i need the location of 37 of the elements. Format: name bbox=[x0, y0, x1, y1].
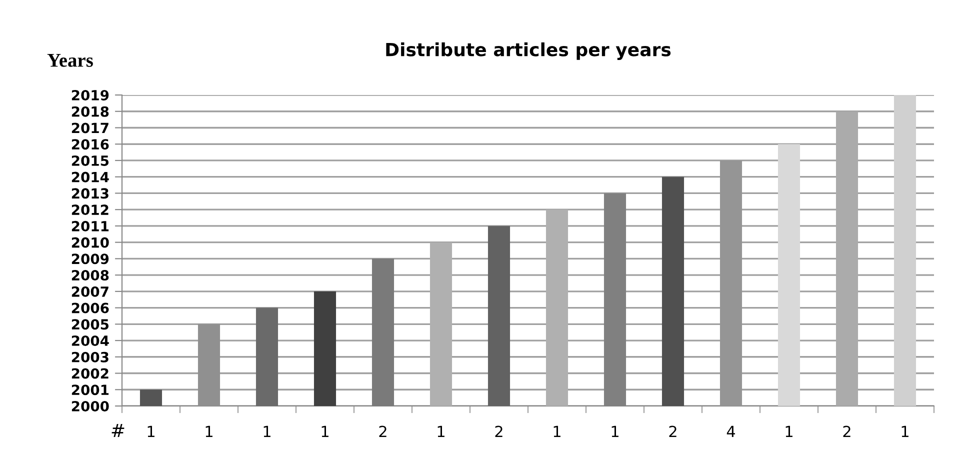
y-tick-label: 2011 bbox=[72, 220, 109, 232]
y-axis-title: Years bbox=[47, 54, 93, 67]
y-tick-label: 2002 bbox=[72, 368, 108, 379]
y-tick-label: 2005 bbox=[72, 319, 109, 330]
x-tick-label: 1 bbox=[786, 426, 792, 438]
y-tick-label: 2010 bbox=[72, 237, 109, 248]
x-tick-label: 1 bbox=[206, 426, 212, 438]
x-tick-label: 4 bbox=[726, 426, 736, 438]
y-tick-label: 2018 bbox=[72, 106, 109, 117]
y-tick-label: 2016 bbox=[72, 139, 109, 150]
y-tick-label: 2019 bbox=[72, 90, 109, 100]
y-tick-label: 2007 bbox=[72, 286, 108, 297]
x-tick-label: 1 bbox=[612, 426, 618, 438]
chart-title: Distribute articles per years bbox=[386, 42, 671, 60]
x-tick-label: 2 bbox=[495, 426, 502, 438]
x-tick-label: 2 bbox=[843, 426, 850, 438]
x-tick-label: 2 bbox=[669, 426, 676, 438]
y-tick-label: 2006 bbox=[72, 302, 109, 314]
x-tick-label: 1 bbox=[264, 426, 270, 438]
y-tick-label: 2001 bbox=[72, 384, 109, 396]
y-tick-label: 2017 bbox=[72, 122, 108, 134]
x-tick-label: 1 bbox=[554, 426, 560, 438]
x-tick-label: 1 bbox=[148, 426, 154, 438]
y-tick-label: 2008 bbox=[72, 270, 109, 281]
y-tick-label: 2009 bbox=[72, 254, 109, 264]
y-tick-label: 2003 bbox=[72, 352, 108, 362]
x-axis-title: # bbox=[112, 424, 124, 437]
y-tick-label: 2012 bbox=[72, 204, 108, 216]
y-tick-label: 2004 bbox=[72, 335, 109, 346]
x-tick-label: 2 bbox=[379, 426, 386, 438]
y-tick-label: 2013 bbox=[72, 188, 108, 199]
y-tick-label: 2015 bbox=[72, 155, 109, 166]
x-tick-label: 1 bbox=[902, 426, 908, 438]
y-tick-label: 2000 bbox=[72, 400, 109, 412]
x-tick-label: 1 bbox=[322, 426, 328, 438]
x-tick-label: 1 bbox=[438, 426, 444, 438]
y-tick-label: 2014 bbox=[72, 172, 109, 182]
